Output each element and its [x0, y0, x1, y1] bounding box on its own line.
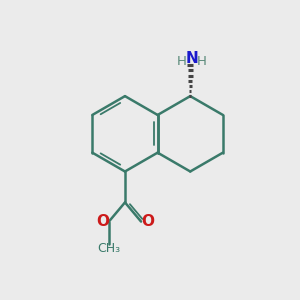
- Text: H: H: [176, 55, 186, 68]
- Text: O: O: [96, 214, 109, 229]
- Text: N: N: [185, 51, 198, 66]
- Text: H: H: [197, 55, 207, 68]
- Text: CH₃: CH₃: [97, 242, 120, 256]
- Text: O: O: [141, 214, 154, 229]
